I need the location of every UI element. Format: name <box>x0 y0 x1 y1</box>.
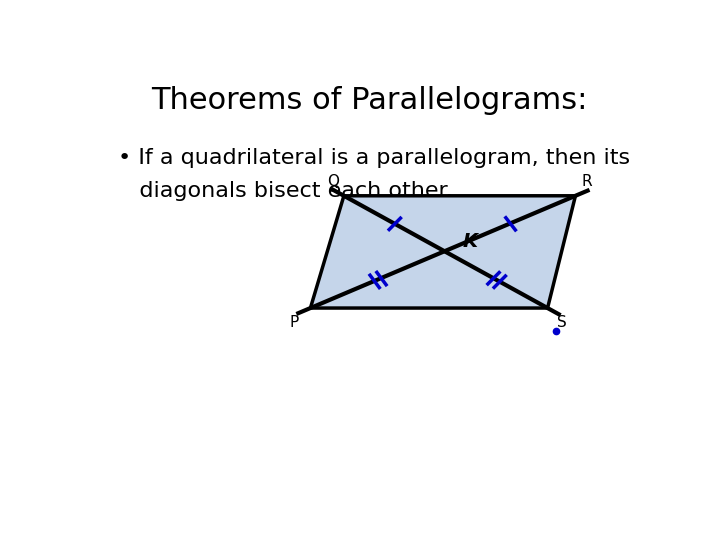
Text: • If a quadrilateral is a parallelogram, then its: • If a quadrilateral is a parallelogram,… <box>118 148 630 168</box>
Text: diagonals bisect each other.: diagonals bisect each other. <box>118 181 453 201</box>
Polygon shape <box>310 196 575 308</box>
Text: P: P <box>289 315 298 330</box>
Text: S: S <box>557 315 567 330</box>
Text: Theorems of Parallelograms:: Theorems of Parallelograms: <box>150 85 588 114</box>
Text: Q: Q <box>327 174 338 188</box>
Text: R: R <box>581 174 592 188</box>
Text: K: K <box>462 232 477 251</box>
